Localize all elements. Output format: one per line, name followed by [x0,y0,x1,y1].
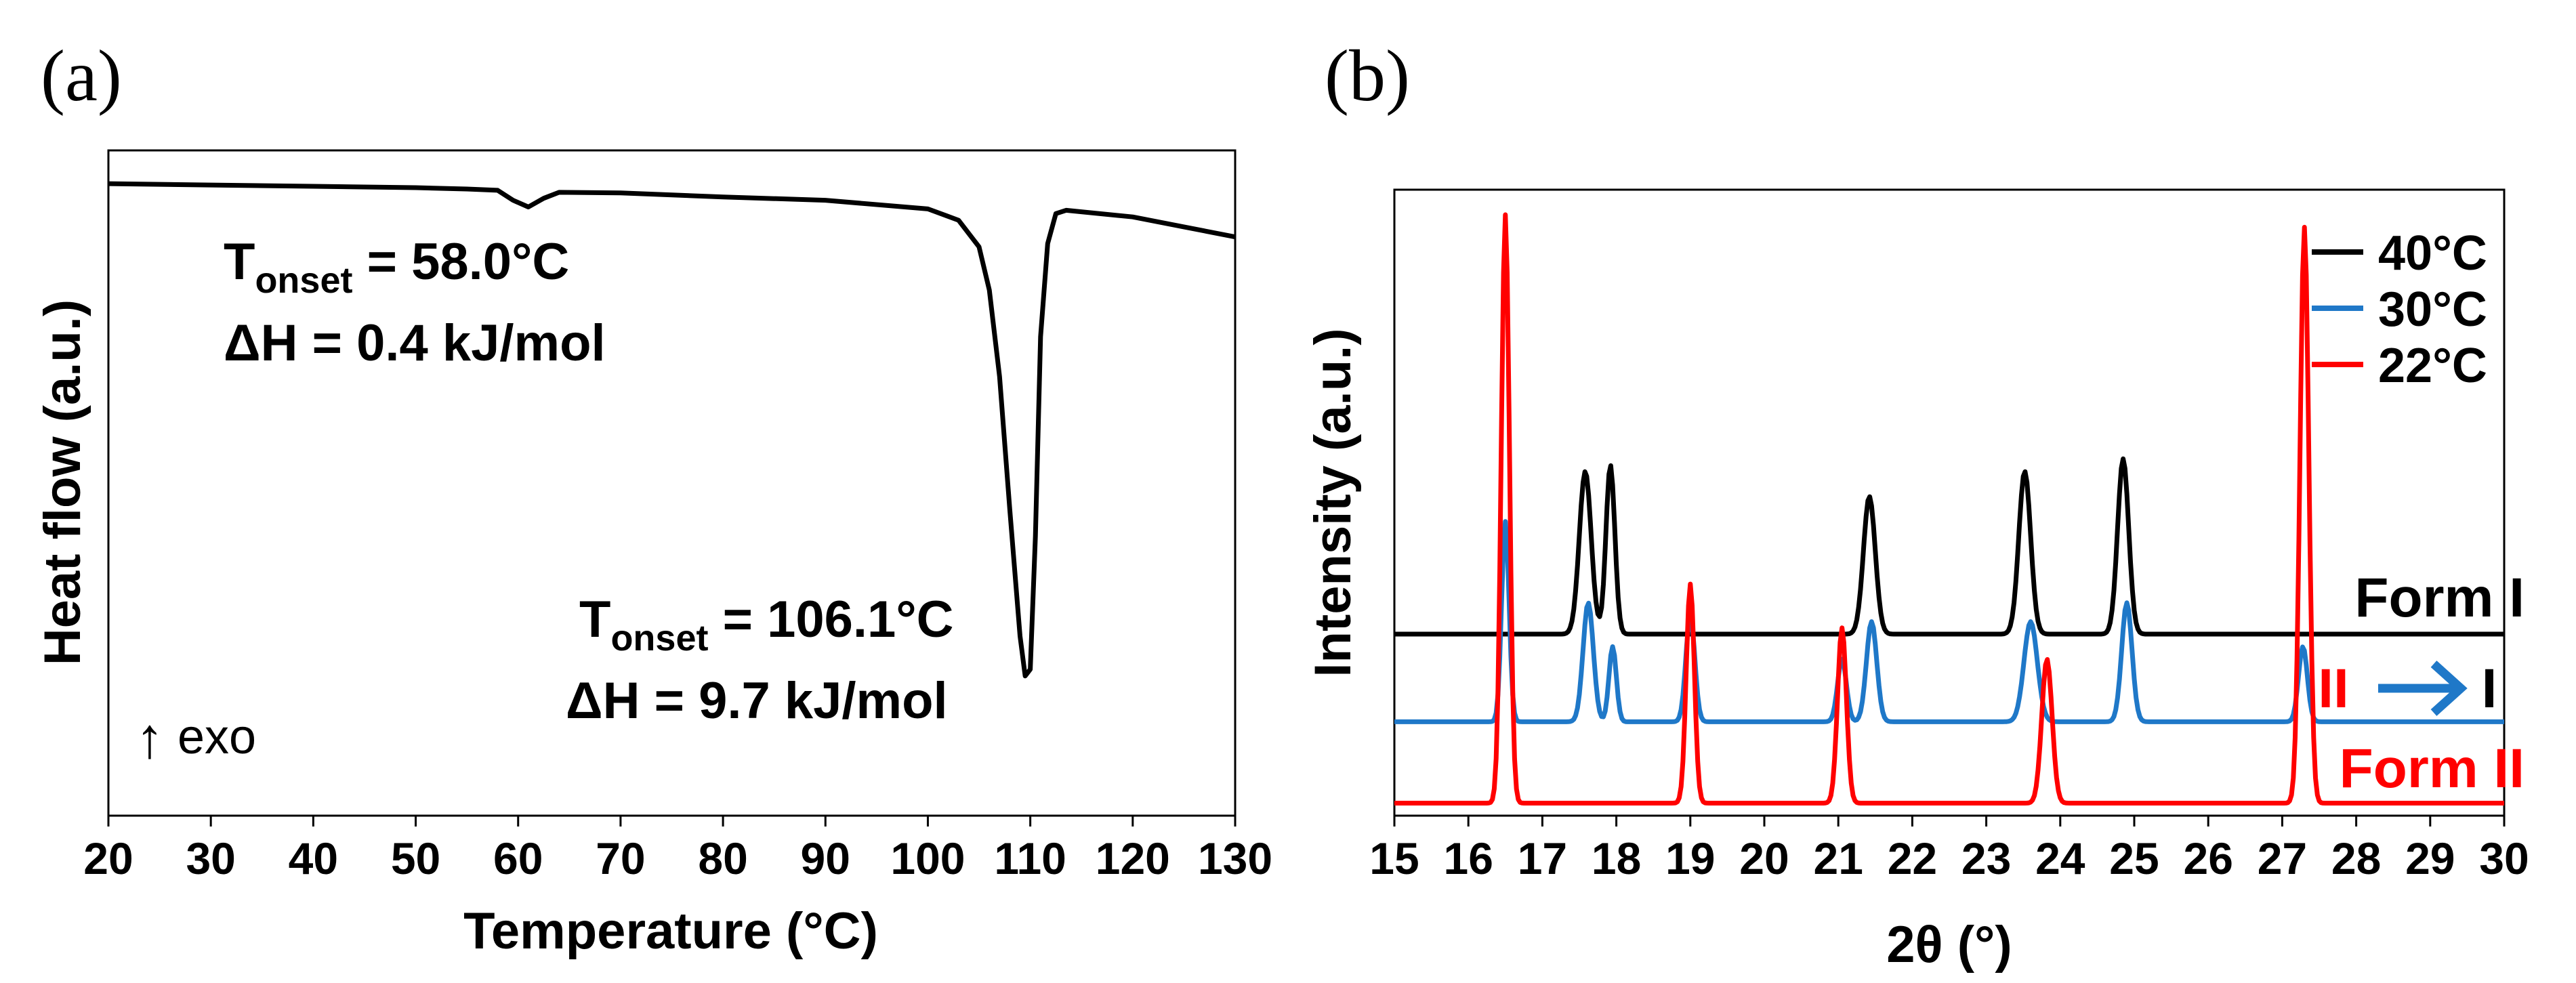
xrd-curve-40c [1394,456,2505,637]
xrd-x-tick-label: 29 [2405,833,2455,883]
annotation-dh-9-7: ΔH = 9.7 kJ/mol [566,672,948,730]
legend-label-40c: 40°C [2378,226,2487,280]
xrd-plot-frame [1393,188,2506,817]
dsc-x-tick-label: 120 [1096,833,1170,883]
dsc-x-tick-label: 110 [994,833,1066,883]
dsc-x-tick-label: 100 [890,833,965,883]
dsc-x-tick-label: 50 [391,833,440,883]
dsc-x-tick-label: 20 [83,833,133,883]
xrd-x-tick-label: 20 [1739,833,1789,883]
dsc-curve [108,181,1236,679]
xrd-x-tick-label: 23 [1961,833,2011,883]
exo-label: exo [178,710,256,764]
xrd-x-tick-label: 30 [2479,833,2529,883]
xrd-x-tick-label: 26 [2183,833,2232,883]
dsc-x-tick-label: 130 [1198,833,1272,883]
dsc-y-axis-label: Heat flow (a.u.) [34,299,91,665]
xrd-chart: 15 16 17 18 19 20 21 22 23 24 25 26 27 28 29 30 40°C 30… [1304,188,2529,974]
xrd-x-tick-label: 22 [1888,833,1937,883]
xrd-curve-30c [1394,519,2505,724]
legend: 40°C 30°C 22°C [2312,226,2487,393]
annotation-form-i: Form I [2354,567,2525,629]
transition-arrow-icon [2378,661,2468,716]
xrd-x-tick-label: 16 [1443,833,1493,883]
xrd-x-axis-label: 2θ (°) [1886,916,2012,974]
annotation-form-ii: Form II [2340,738,2525,799]
xrd-y-axis-label: Intensity (a.u.) [1304,328,1362,677]
dsc-x-tick-label: 30 [186,833,235,883]
xrd-x-tick-label: 15 [1369,833,1419,883]
xrd-x-tick-label: 17 [1518,833,1567,883]
panel-b-label: (b) [1325,36,1410,117]
xrd-x-tick-label: 27 [2258,833,2307,883]
xrd-x-tick-label: 21 [1813,833,1863,883]
xrd-x-tick-label: 25 [2109,833,2159,883]
exo-arrow-icon: ↑ [136,706,164,770]
panel-a-label: (a) [41,36,122,117]
dsc-x-tick-label: 80 [698,833,747,883]
dsc-x-tick-label: 70 [596,833,645,883]
legend-label-22c: 22°C [2378,339,2487,393]
annotation-onset-58: Tonset = 58.0°C [224,233,569,301]
legend-label-30c: 30°C [2378,283,2487,337]
xrd-x-tick-label: 28 [2331,833,2381,883]
annotation-transition-to: I [2482,658,2497,719]
dsc-x-tick-label: 60 [493,833,543,883]
xrd-x-tick-label: 18 [1592,833,1641,883]
annotation-dh-0-4: ΔH = 0.4 kJ/mol [224,314,606,372]
xrd-x-tick-label: 24 [2035,833,2085,883]
dsc-x-tick-label: 40 [289,833,338,883]
dsc-plot-frame [107,149,1237,817]
dsc-chart: 20 30 40 50 60 70 80 90 100 110 120 130 Tonset = 58… [34,149,1272,960]
xrd-curve-22c [1394,212,2505,806]
dsc-x-axis-label: Temperature (°C) [463,902,878,960]
dsc-x-tick-label: 90 [801,833,850,883]
annotation-onset-106: Tonset = 106.1°C [579,591,954,658]
annotation-transition-from: II [2318,658,2349,719]
xrd-x-tick-label: 19 [1665,833,1715,883]
